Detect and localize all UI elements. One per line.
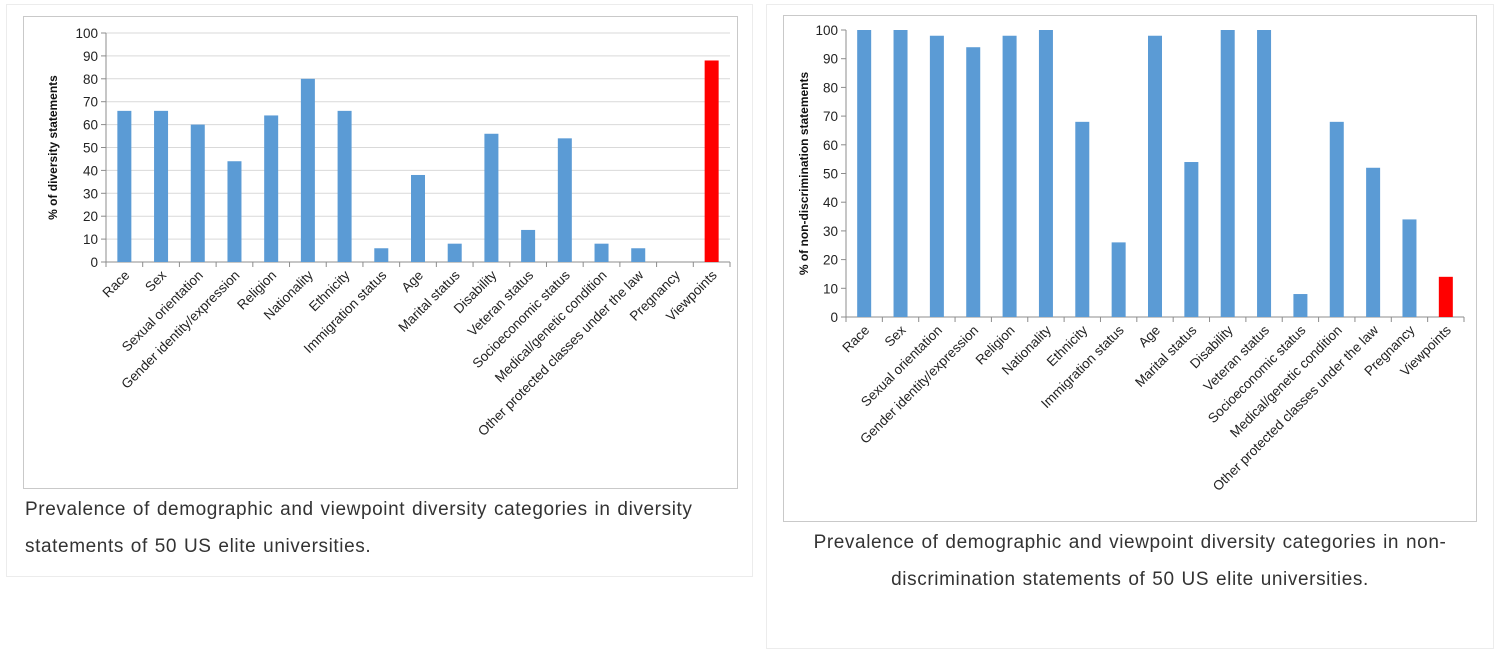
bar-sex: [893, 30, 908, 317]
bar-sexual-orientation: [190, 124, 205, 262]
bar-ethnicity: [337, 110, 352, 262]
y-tick-label: 20: [83, 209, 98, 224]
chart-caption-diversity: Prevalence of demographic and viewpoint …: [25, 499, 693, 557]
x-category-label: Sex: [882, 322, 909, 349]
chart-card-non-discrimination: 0 10 20 30 40 50 60 70 80 90 100 Race Sex Sexual orie…: [766, 4, 1494, 649]
bar-ethnicity: [1075, 121, 1090, 317]
y-tick-label: 10: [823, 281, 838, 296]
bar-nationality: [1038, 30, 1053, 317]
bar-other-protected-classes-under-the-law: [1366, 167, 1381, 317]
y-tick-label: 60: [823, 138, 838, 153]
y-tick-label: 0: [90, 255, 98, 270]
bar-age: [1148, 35, 1162, 318]
bar-gender-identity-expression: [966, 47, 981, 317]
y-tick-label: 80: [823, 80, 838, 95]
bar-socioeconomic-status: [1293, 294, 1308, 317]
y-tick-label: 90: [83, 49, 98, 64]
bar-viewpoints: [1438, 276, 1453, 317]
y-tick-label: 80: [83, 72, 98, 87]
bar-sex: [154, 110, 169, 262]
y-tick-label: 60: [83, 118, 98, 133]
bar-other-protected-classes-under-the-law: [631, 248, 646, 262]
x-category-label: Age: [399, 268, 427, 296]
y-tick-label: 0: [830, 310, 838, 325]
bar-sexual-orientation: [929, 35, 944, 318]
chart-frame-diversity: 0 10 20 30 40 50 60 70 80 90 100 Race Sex Sexual orie…: [23, 16, 738, 489]
bar-religion: [1002, 35, 1017, 318]
y-tick-label: 50: [83, 141, 98, 156]
bar-marital-status: [1184, 162, 1199, 317]
y-tick-label: 30: [83, 186, 98, 201]
bar-race: [857, 30, 872, 317]
chart-card-diversity: 0 10 20 30 40 50 60 70 80 90 100 Race Sex Sexual orie…: [6, 4, 753, 577]
bar-age: [411, 174, 425, 262]
x-category-label: Race: [100, 268, 133, 301]
y-tick-label: 10: [83, 232, 98, 247]
bar-socioeconomic-status: [557, 138, 572, 262]
y-tick-label: 40: [823, 195, 838, 210]
bar-disability: [1220, 30, 1235, 317]
y-axis-title: % of non-discrimination statements: [797, 71, 811, 275]
y-tick-label: 100: [815, 23, 838, 38]
bar-veteran-status: [1257, 30, 1272, 317]
bar-gender-identity-expression: [227, 161, 242, 262]
y-tick-label: 50: [823, 167, 838, 182]
bar-religion: [264, 115, 279, 262]
bar-veteran-status: [521, 229, 536, 262]
bar-medical-genetic-condition: [594, 243, 609, 262]
y-tick-label: 100: [75, 26, 98, 41]
y-tick-label: 70: [823, 109, 838, 124]
x-category-label: Race: [839, 323, 872, 356]
x-category-label: Age: [1136, 323, 1164, 351]
y-tick-label: 90: [823, 52, 838, 67]
bar-immigration-status: [374, 248, 389, 262]
bar-disability: [484, 133, 499, 262]
bar-immigration-status: [1111, 242, 1126, 317]
y-tick-label: 20: [823, 253, 838, 268]
chart-caption-non-discrimination: Prevalence of demographic and viewpoint …: [813, 532, 1447, 590]
chart-frame-non-discrimination: 0 10 20 30 40 50 60 70 80 90 100 Race Sex Sexual orie…: [783, 15, 1477, 522]
y-tick-label: 40: [83, 163, 98, 178]
bar-pregnancy: [1402, 219, 1417, 317]
y-axis-title: % of diversity statements: [46, 75, 60, 220]
bar-race: [117, 110, 132, 262]
x-category-label: Sex: [142, 267, 169, 294]
bar-medical-genetic-condition: [1329, 121, 1344, 317]
y-tick-label: 30: [823, 224, 838, 239]
y-tick-label: 70: [83, 95, 98, 110]
bar-nationality: [300, 78, 315, 262]
bar-viewpoints: [704, 60, 719, 263]
bar-marital-status: [447, 243, 462, 262]
